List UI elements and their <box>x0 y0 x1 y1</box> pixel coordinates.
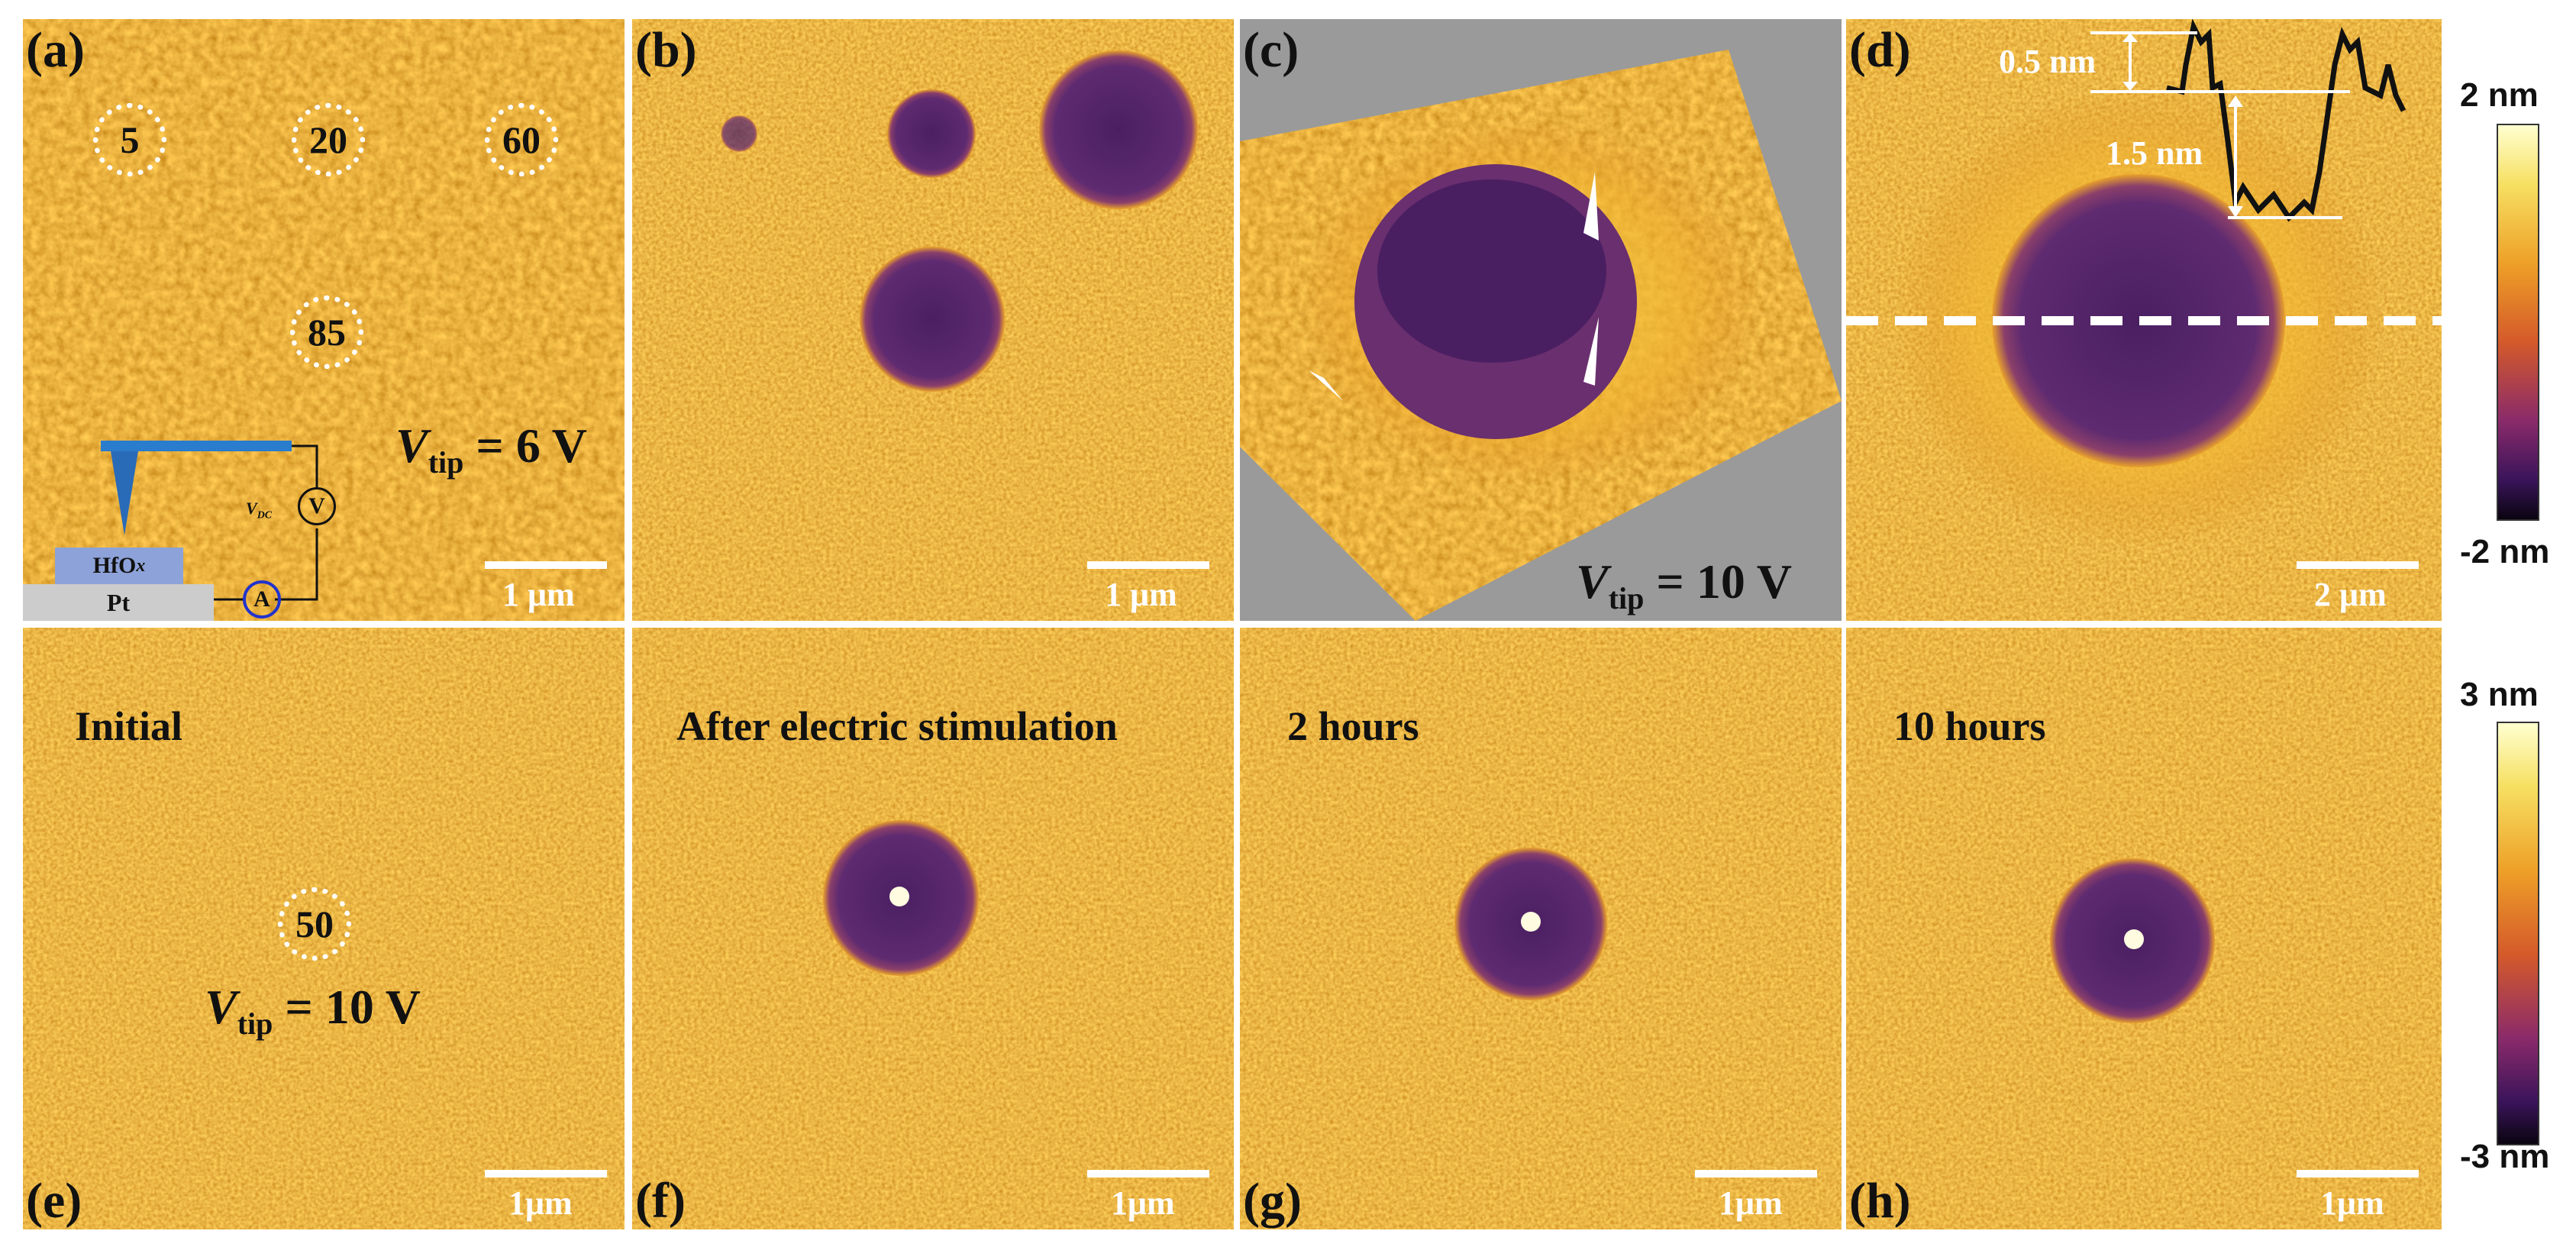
panel-f: After electric stimulation (f) 1μm <box>632 628 1234 1229</box>
panel-h: 10 hours (h) 1μm <box>1846 628 2442 1229</box>
panel-d: (d) 0.5 nm 1.5 nm 2 μm <box>1846 19 2442 621</box>
scale-bar <box>1695 1170 1817 1178</box>
panel-title: 10 hours <box>1893 703 2046 749</box>
panel-e: Initial 50 Vtip = 10 V (e) 1μm <box>23 628 625 1229</box>
panel-b: (b) 1 μm <box>632 19 1234 621</box>
scale-label: 1μm <box>1111 1184 1175 1222</box>
scale-label: 1 μm <box>502 576 575 613</box>
scale-label: 1μm <box>1719 1184 1783 1222</box>
voltmeter-icon: V <box>298 487 336 525</box>
scale-bar <box>1087 1170 1209 1178</box>
colorbar-max-label: 3 nm <box>2460 676 2539 713</box>
colorbar-max-label: 2 nm <box>2460 76 2539 114</box>
scale-bar <box>2297 1170 2419 1178</box>
scale-label: 1 μm <box>1105 576 1177 613</box>
vtip-label: Vtip = 10 V <box>205 980 421 1041</box>
step-label: 0.5 nm <box>1999 43 2097 80</box>
afm-image-g <box>1240 628 1842 1229</box>
afm-3d-image-c <box>1240 50 1842 621</box>
scale-bar <box>1087 561 1209 569</box>
ammeter-icon: A <box>243 580 281 619</box>
panel-letter: (f) <box>635 1173 686 1229</box>
afm-image-h <box>1846 628 2442 1229</box>
hfox-x: x <box>136 555 146 576</box>
spot-label: 50 <box>278 887 351 961</box>
panel-letter: (b) <box>635 22 697 78</box>
step-label: 1.5 nm <box>2106 134 2203 172</box>
vtip-label: Vtip = 6 V <box>395 418 587 480</box>
panel-letter: (c) <box>1243 22 1299 78</box>
scale-label: 1μm <box>508 1184 573 1222</box>
scale-label: 1μm <box>2320 1184 2384 1222</box>
colorbar-top <box>2497 124 2539 521</box>
hfox-layer: HfO x <box>55 548 183 584</box>
panel-title: 2 hours <box>1287 703 1419 749</box>
scale-bar <box>485 1170 607 1178</box>
panel-title: After electric stimulation <box>676 703 1118 749</box>
pt-layer: Pt <box>23 584 214 621</box>
afm-image-f <box>632 628 1234 1229</box>
panel-letter: (d) <box>1849 22 1911 78</box>
colorbar-min-label: -3 nm <box>2460 1138 2550 1175</box>
colorbar-min-label: -2 nm <box>2460 533 2550 570</box>
circuit-schematic: HfO x Pt V VDC A <box>23 416 351 621</box>
panel-a: (a) 5 20 60 85 HfO x Pt V VDC A Vtip = 6 … <box>23 19 625 621</box>
panel-letter: (h) <box>1849 1173 1911 1229</box>
tip-cantilever <box>101 441 292 451</box>
vdc-label: VDC <box>246 499 273 522</box>
pt-label: Pt <box>106 588 131 616</box>
afm-image-b <box>632 19 1234 621</box>
panel-g: 2 hours (g) 1μm <box>1240 628 1842 1229</box>
afm-image-d <box>1846 19 2442 621</box>
scale-bar <box>2297 561 2419 569</box>
vtip-label: Vtip = 10 V <box>1576 554 1792 615</box>
circuit-wires <box>214 444 318 601</box>
colorbar-bottom <box>2497 722 2539 1145</box>
spot-label: 5 <box>93 103 166 176</box>
height-profile <box>2166 19 2407 222</box>
hfox-label: HfO <box>92 553 137 578</box>
spot-label: 20 <box>292 103 365 176</box>
panel-c: (c) Vtip = 10 V <box>1240 19 1842 621</box>
tip-apex <box>111 451 138 535</box>
panel-letter: (a) <box>26 22 85 78</box>
panel-letter: (e) <box>26 1173 82 1229</box>
spot-label: 60 <box>485 103 558 176</box>
scale-label: 2 μm <box>2314 576 2387 613</box>
scale-bar <box>485 561 607 569</box>
panel-title: Initial <box>75 703 183 749</box>
panel-letter: (g) <box>1243 1173 1302 1229</box>
spot-label: 85 <box>290 296 363 369</box>
